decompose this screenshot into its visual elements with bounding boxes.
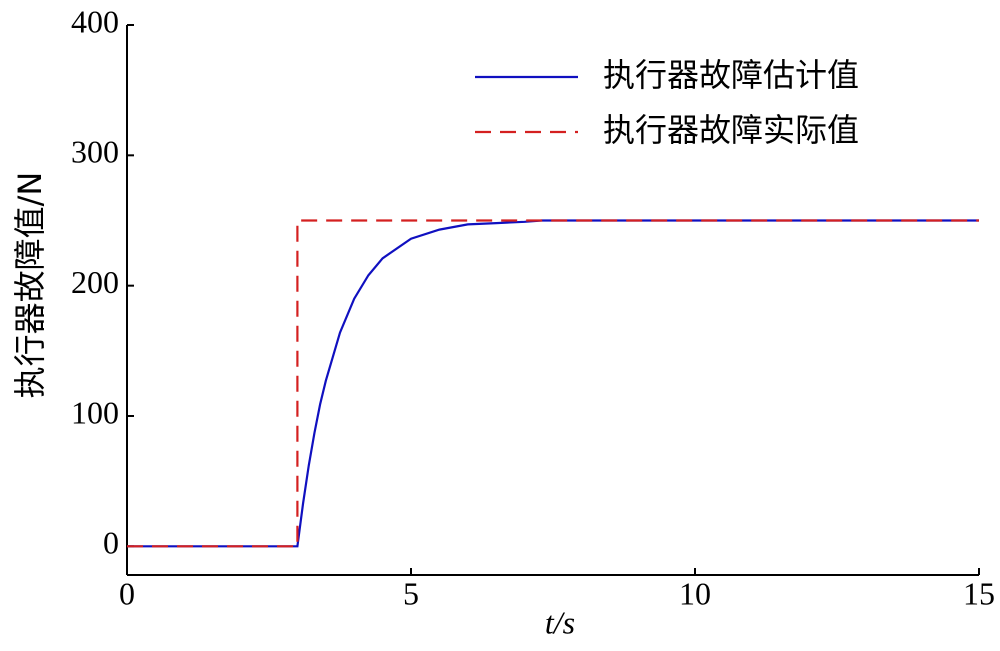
y-tick-label: 300 bbox=[71, 134, 119, 170]
legend-label: 执行器故障实际值 bbox=[603, 111, 859, 149]
y-axis-label: 执行器故障值/N bbox=[11, 172, 49, 399]
legend-label: 执行器故障估计值 bbox=[603, 56, 859, 94]
y-tick-label: 100 bbox=[71, 394, 119, 430]
x-tick-label: 10 bbox=[679, 575, 711, 611]
x-axis-label: t/s bbox=[545, 604, 575, 640]
x-tick-label: 0 bbox=[119, 575, 135, 611]
y-tick-label: 0 bbox=[103, 525, 119, 561]
line-series bbox=[127, 219, 979, 548]
x-tick-label: 5 bbox=[403, 575, 419, 611]
x-tick-label: 15 bbox=[963, 575, 995, 611]
y-tick-label: 400 bbox=[71, 3, 119, 39]
line-series bbox=[127, 219, 979, 548]
y-tick-label: 200 bbox=[71, 264, 119, 300]
